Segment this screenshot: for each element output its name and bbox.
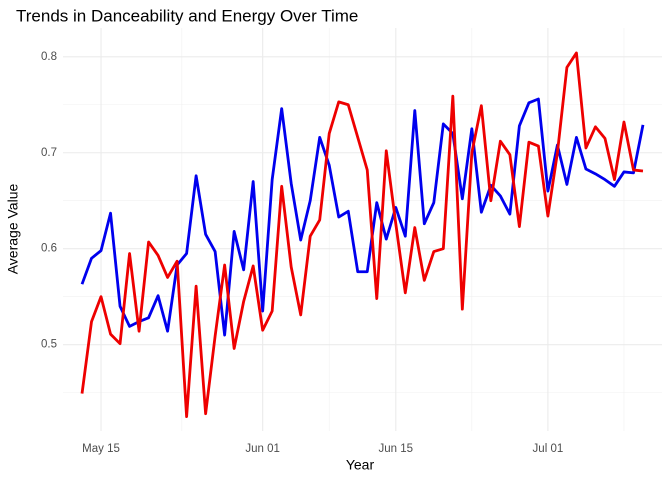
x-tick-label: Jun 15 — [379, 443, 414, 455]
chart-title: Trends in Danceability and Energy Over T… — [16, 6, 358, 25]
y-axis-title: Average Value — [5, 184, 21, 275]
x-axis-title: Year — [346, 457, 375, 473]
grid — [63, 28, 662, 431]
x-tick-label: Jun 01 — [245, 443, 280, 455]
x-tick-label: May 15 — [82, 443, 120, 455]
y-tick-label: 0.8 — [41, 51, 57, 63]
y-tick-label: 0.6 — [41, 243, 57, 255]
data-line — [80, 97, 645, 337]
x-tick-label: Jul 01 — [533, 443, 564, 455]
y-tick-label: 0.5 — [41, 339, 57, 351]
data-line — [80, 51, 644, 419]
y-tick-label: 0.7 — [41, 147, 57, 159]
